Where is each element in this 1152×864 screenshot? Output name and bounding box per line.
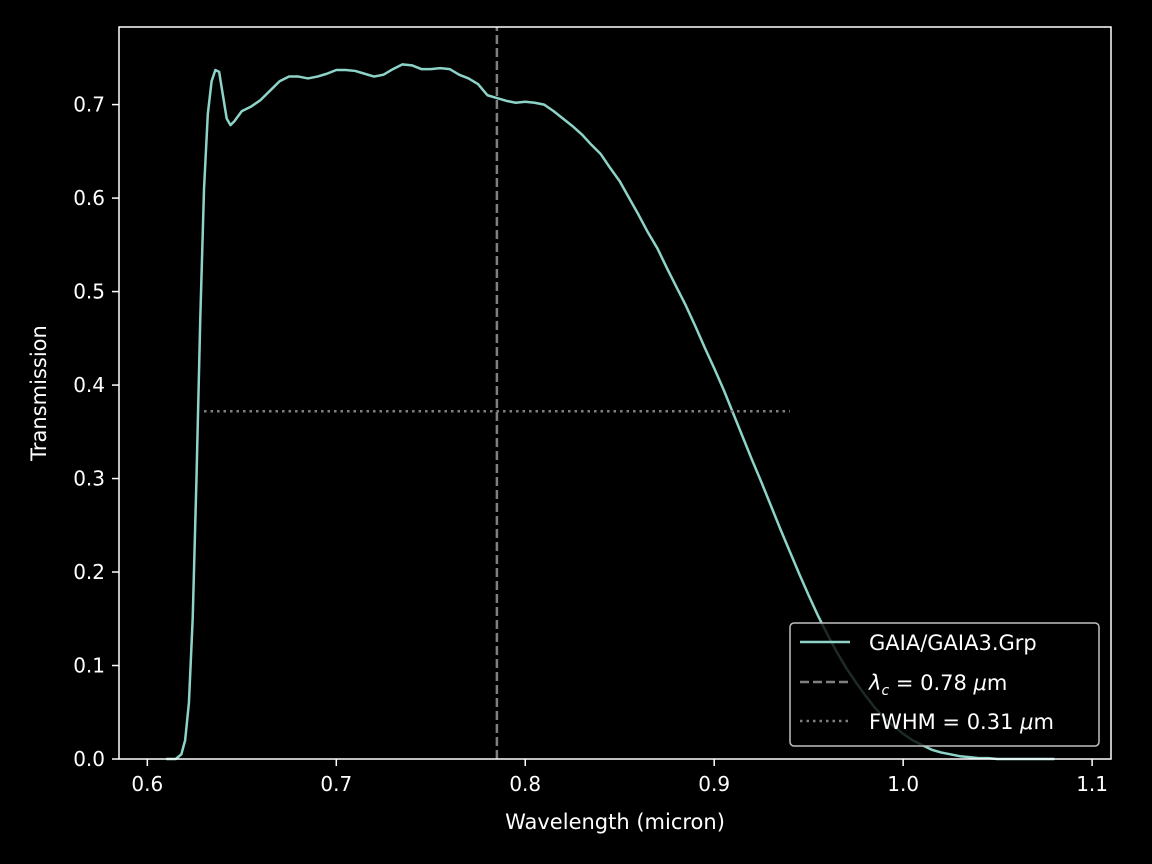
- legend-box: [789, 622, 1100, 747]
- y-axis-label: Transmission: [27, 325, 51, 462]
- x-axis-label: Wavelength (micron): [505, 810, 725, 834]
- x-tick-label: 0.6: [131, 772, 163, 796]
- legend-label-fwhm: FWHM = 0.31 μm: [869, 710, 1054, 734]
- legend-fwhm-value: FWHM = 0.31: [869, 710, 1020, 734]
- x-tick-label: 1.1: [1076, 772, 1108, 796]
- x-axis-ticks: 0.6 0.7 0.8 0.9 1.0 1.1: [131, 759, 1108, 796]
- legend-label-curve: GAIA/GAIA3.Grp: [869, 631, 1037, 655]
- legend-label-center: λc = 0.78 μm: [868, 671, 1007, 699]
- y-tick-label: 0.1: [73, 654, 105, 678]
- legend-center-value: = 0.78: [889, 671, 973, 695]
- legend-lambda-subscript: c: [881, 683, 889, 699]
- legend-center-unit: m: [987, 671, 1007, 695]
- y-tick-label: 0.6: [73, 186, 105, 210]
- x-tick-label: 0.7: [320, 772, 352, 796]
- x-tick-label: 0.9: [698, 772, 730, 796]
- y-tick-label: 0.4: [73, 373, 105, 397]
- legend-center-mu: μ: [973, 671, 987, 695]
- legend: GAIA/GAIA3.Grp λc = 0.78 μm FWHM = 0.31 …: [789, 622, 1100, 747]
- y-tick-label: 0.5: [73, 280, 105, 304]
- y-tick-label: 0.3: [73, 467, 105, 491]
- y-tick-label: 0.0: [73, 747, 105, 771]
- y-tick-label: 0.7: [73, 93, 105, 117]
- axes-frame: [118, 26, 1112, 760]
- y-axis-ticks: 0.0 0.1 0.2 0.3 0.4 0.5 0.6 0.7: [73, 93, 119, 771]
- legend-fwhm-mu: μ: [1019, 710, 1033, 734]
- x-tick-label: 0.8: [509, 772, 541, 796]
- x-tick-label: 1.0: [887, 772, 919, 796]
- y-tick-label: 0.2: [73, 560, 105, 584]
- legend-lambda-symbol: λ: [868, 671, 881, 695]
- legend-fwhm-unit: m: [1034, 710, 1054, 734]
